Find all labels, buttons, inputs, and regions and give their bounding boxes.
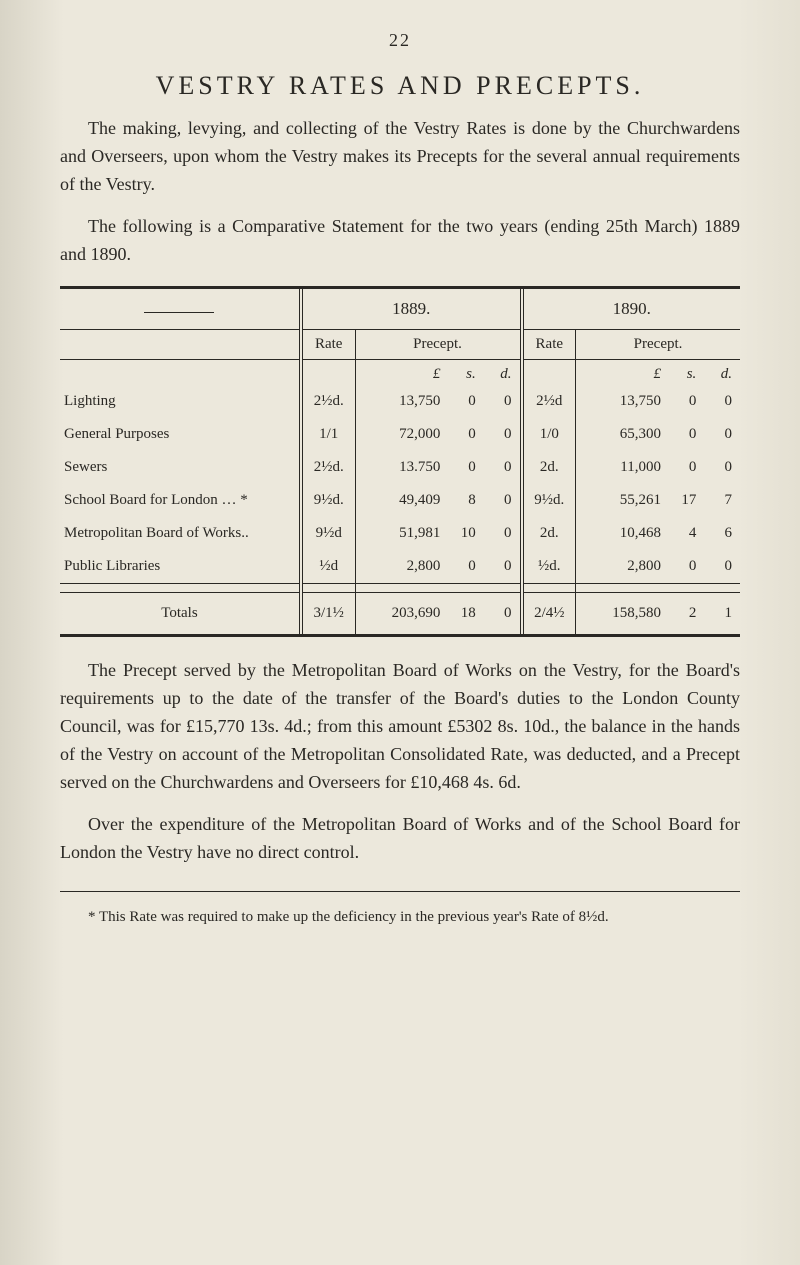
cell: 51,981 xyxy=(355,517,444,550)
cell: 0 xyxy=(700,451,740,484)
cell: 2/4½ xyxy=(522,593,576,635)
cell: 9½d. xyxy=(301,484,355,517)
cell: 2½d. xyxy=(301,451,355,484)
cell: 18 xyxy=(444,593,479,635)
footnote-rule xyxy=(60,891,740,892)
cell: 1 xyxy=(700,593,740,635)
cell: 72,000 xyxy=(355,418,444,451)
paragraph-2: The following is a Comparative Statement… xyxy=(60,213,740,269)
cell: 0 xyxy=(480,418,522,451)
table-row: General Purposes 1/1 72,000 0 0 1/0 65,3… xyxy=(60,418,740,451)
row-label: General Purposes xyxy=(60,418,301,451)
cell: 0 xyxy=(444,385,479,418)
cell: 0 xyxy=(700,385,740,418)
cell: 1/1 xyxy=(301,418,355,451)
cell: 4 xyxy=(665,517,700,550)
cell: 13.750 xyxy=(355,451,444,484)
cell: 0 xyxy=(444,451,479,484)
cell: 0 xyxy=(665,418,700,451)
page: 22 VESTRY RATES AND PRECEPTS. The making… xyxy=(0,0,800,1265)
cell: 2d. xyxy=(522,451,576,484)
lsd-d: d. xyxy=(700,360,740,386)
rates-table: 1889. 1890. Rate Precept. Rate Precept. … xyxy=(60,286,740,637)
cell: 0 xyxy=(444,550,479,583)
page-number: 22 xyxy=(60,30,740,51)
cell: 8 xyxy=(444,484,479,517)
cell: 0 xyxy=(665,550,700,583)
cell: 158,580 xyxy=(576,593,665,635)
cell: 0 xyxy=(480,385,522,418)
table-row: Lighting 2½d. 13,750 0 0 2½d 13,750 0 0 xyxy=(60,385,740,418)
lsd-s: s. xyxy=(665,360,700,386)
table-row: Public Libraries ½d 2,800 0 0 ½d. 2,800 … xyxy=(60,550,740,583)
row-label: Lighting xyxy=(60,385,301,418)
cell: 0 xyxy=(665,385,700,418)
cell: 7 xyxy=(700,484,740,517)
year-1889: 1889. xyxy=(301,289,522,329)
year-1890: 1890. xyxy=(522,289,741,329)
cell: 9½d xyxy=(301,517,355,550)
cell: 2d. xyxy=(522,517,576,550)
cell: 2½d. xyxy=(301,385,355,418)
cell: 65,300 xyxy=(576,418,665,451)
cell: 0 xyxy=(480,550,522,583)
lsd-d: d. xyxy=(480,360,522,386)
totals-label: Totals xyxy=(60,593,301,635)
cell: 6 xyxy=(700,517,740,550)
lsd-pound: £ xyxy=(576,360,665,386)
cell: 203,690 xyxy=(355,593,444,635)
cell: 2,800 xyxy=(355,550,444,583)
cell: 10 xyxy=(444,517,479,550)
row-label: School Board for London … * xyxy=(60,484,301,517)
cell: 0 xyxy=(700,418,740,451)
paragraph-4: Over the expenditure of the Metropolitan… xyxy=(60,811,740,867)
page-title: VESTRY RATES AND PRECEPTS. xyxy=(60,71,740,101)
header-precept-2: Precept. xyxy=(576,330,740,360)
paragraph-1: The making, levying, and collecting of t… xyxy=(60,115,740,199)
cell: 0 xyxy=(480,593,522,635)
cell: 13,750 xyxy=(576,385,665,418)
cell: 2 xyxy=(665,593,700,635)
header-precept-1: Precept. xyxy=(355,330,521,360)
header-rate-2: Rate xyxy=(522,330,576,360)
table-row: Sewers 2½d. 13.750 0 0 2d. 11,000 0 0 xyxy=(60,451,740,484)
table-row: Metropolitan Board of Works.. 9½d 51,981… xyxy=(60,517,740,550)
cell: 13,750 xyxy=(355,385,444,418)
cell: 2,800 xyxy=(576,550,665,583)
cell: ½d xyxy=(301,550,355,583)
row-label: Metropolitan Board of Works.. xyxy=(60,517,301,550)
cell: ½d. xyxy=(522,550,576,583)
cell: 55,261 xyxy=(576,484,665,517)
row-label: Sewers xyxy=(60,451,301,484)
totals-row: Totals 3/1½ 203,690 18 0 2/4½ 158,580 2 … xyxy=(60,593,740,635)
cell: 0 xyxy=(480,451,522,484)
cell: 49,409 xyxy=(355,484,444,517)
cell: 0 xyxy=(480,517,522,550)
cell: 2½d xyxy=(522,385,576,418)
row-label: Public Libraries xyxy=(60,550,301,583)
cell: 0 xyxy=(444,418,479,451)
paragraph-3: The Precept served by the Metropolitan B… xyxy=(60,657,740,796)
cell: 10,468 xyxy=(576,517,665,550)
cell: 1/0 xyxy=(522,418,576,451)
lsd-pound: £ xyxy=(355,360,444,386)
cell: 9½d. xyxy=(522,484,576,517)
lsd-s: s. xyxy=(444,360,479,386)
cell: 3/1½ xyxy=(301,593,355,635)
cell: 0 xyxy=(700,550,740,583)
header-rate-1: Rate xyxy=(301,330,355,360)
cell: 11,000 xyxy=(576,451,665,484)
cell: 0 xyxy=(665,451,700,484)
cell: 17 xyxy=(665,484,700,517)
table-row: School Board for London … * 9½d. 49,409 … xyxy=(60,484,740,517)
footnote: * This Rate was required to make up the … xyxy=(60,907,740,929)
cell: 0 xyxy=(480,484,522,517)
dash-icon xyxy=(144,312,214,313)
